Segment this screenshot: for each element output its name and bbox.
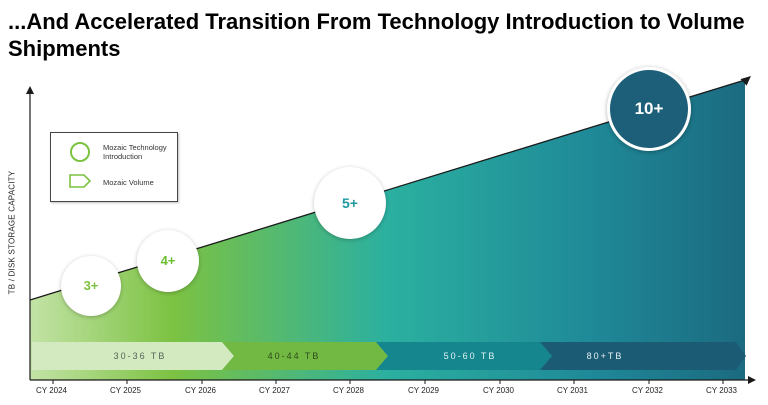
bubble-10plus: 10+ — [607, 67, 691, 151]
band-label-1: 30-36 TB — [113, 351, 167, 361]
y-axis-arrowhead — [26, 86, 34, 94]
band-label-3: 50-60 TB — [443, 351, 497, 361]
x-tick-label: CY 2026 — [185, 386, 216, 395]
bubble-3plus-label: 3+ — [83, 278, 99, 293]
band-arrow-3 — [376, 342, 552, 370]
legend-introduction-label: Mozaic Technology Introduction — [103, 143, 167, 161]
bubble-10plus-label: 10+ — [634, 99, 664, 118]
x-tick-label: CY 2031 — [557, 386, 588, 395]
band-arrow-4 — [540, 342, 746, 370]
x-tick-label: CY 2028 — [333, 386, 364, 395]
band-arrow-1 — [32, 342, 234, 370]
bubble-5plus-label: 5+ — [342, 195, 358, 211]
x-tick-label: CY 2033 — [706, 386, 737, 395]
growth-arrowhead — [740, 75, 751, 86]
x-tick-label: CY 2030 — [483, 386, 514, 395]
bubble-5plus: 5+ — [314, 167, 386, 239]
band-arrow-2 — [222, 342, 388, 370]
page-title: ...And Accelerated Transition From Techn… — [8, 9, 745, 61]
x-tick-label: CY 2032 — [632, 386, 663, 395]
legend-volume-label: Mozaic Volume — [103, 178, 154, 187]
volume-arrow-icon — [69, 174, 91, 188]
x-tick-label: CY 2027 — [259, 386, 290, 395]
x-tick-label: CY 2024 — [36, 386, 67, 395]
introduction-circle-icon — [70, 142, 90, 162]
x-tick-label: CY 2025 — [110, 386, 141, 395]
x-tick-marks — [52, 380, 724, 384]
bubble-4plus: 4+ — [137, 230, 199, 292]
y-axis-label: TB / DISK STORAGE CAPACITY — [7, 170, 17, 295]
x-tick-label: CY 2029 — [408, 386, 439, 395]
band-label-2: 40-44 TB — [267, 351, 321, 361]
x-axis-arrowhead — [748, 376, 756, 384]
band-label-4: 80+TB — [586, 351, 624, 361]
capacity-area — [30, 80, 745, 380]
bubble-3plus: 3+ — [61, 256, 121, 316]
bubble-4plus-label: 4+ — [160, 253, 176, 268]
legend: Mozaic Technology Introduction Mozaic Vo… — [50, 132, 178, 202]
